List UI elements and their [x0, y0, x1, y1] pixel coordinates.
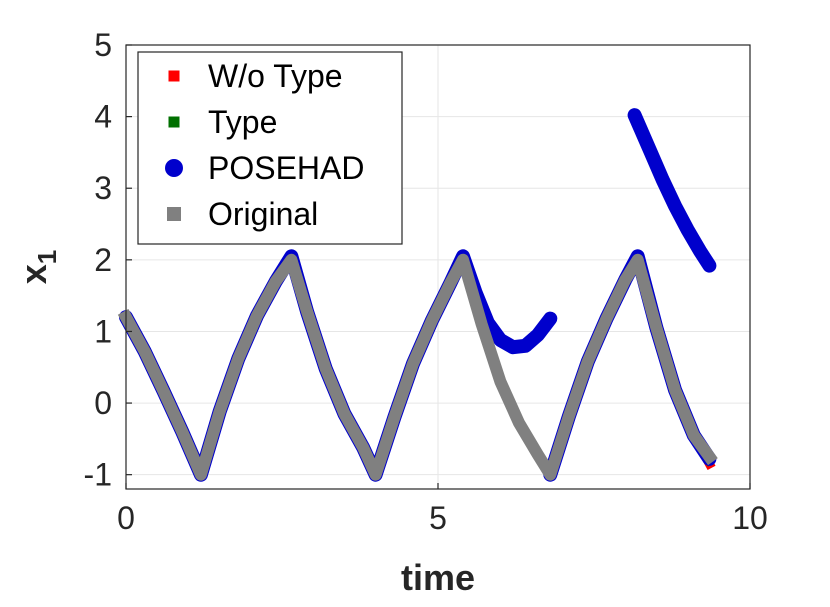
legend-label: Original	[208, 196, 318, 232]
x-tick-label: 10	[732, 500, 768, 536]
series-original	[117, 253, 718, 481]
x-tick-label: 0	[117, 500, 135, 536]
legend-item: W/o Type	[168, 58, 343, 94]
series-line	[543, 249, 717, 482]
y-tick-label: 1	[94, 313, 112, 349]
x-tick-label: 5	[429, 500, 447, 536]
y-axis-label: x1	[13, 250, 62, 285]
y-tick-label: 3	[94, 170, 112, 206]
x-axis-label: time	[401, 557, 475, 598]
legend-label: Type	[208, 104, 277, 140]
series-layer	[117, 108, 718, 482]
legend-item: Original	[167, 196, 318, 232]
legend-item: Type	[168, 104, 277, 140]
y-tick-label: -1	[84, 457, 112, 493]
y-tick-label: 4	[94, 99, 112, 135]
legend-marker	[168, 70, 180, 82]
legend-item: POSEHAD	[165, 150, 364, 186]
y-tick-label: 5	[94, 27, 112, 63]
legend-box	[137, 51, 403, 245]
y-axis-label-main: x	[13, 264, 54, 284]
legend-label: POSEHAD	[208, 150, 364, 186]
legend-marker	[167, 207, 181, 221]
series-line	[627, 108, 717, 273]
legend-label: W/o Type	[208, 58, 343, 94]
legend-marker	[165, 159, 183, 177]
y-tick-label: 2	[94, 242, 112, 278]
y-axis-label-text: x1	[13, 250, 62, 285]
series-line	[117, 253, 718, 481]
y-tick-label: 0	[94, 385, 112, 421]
y-axis-label-subscript: 1	[32, 250, 62, 264]
legend: W/o Type Type POSEHAD Original	[137, 51, 403, 245]
legend-marker	[168, 116, 180, 128]
